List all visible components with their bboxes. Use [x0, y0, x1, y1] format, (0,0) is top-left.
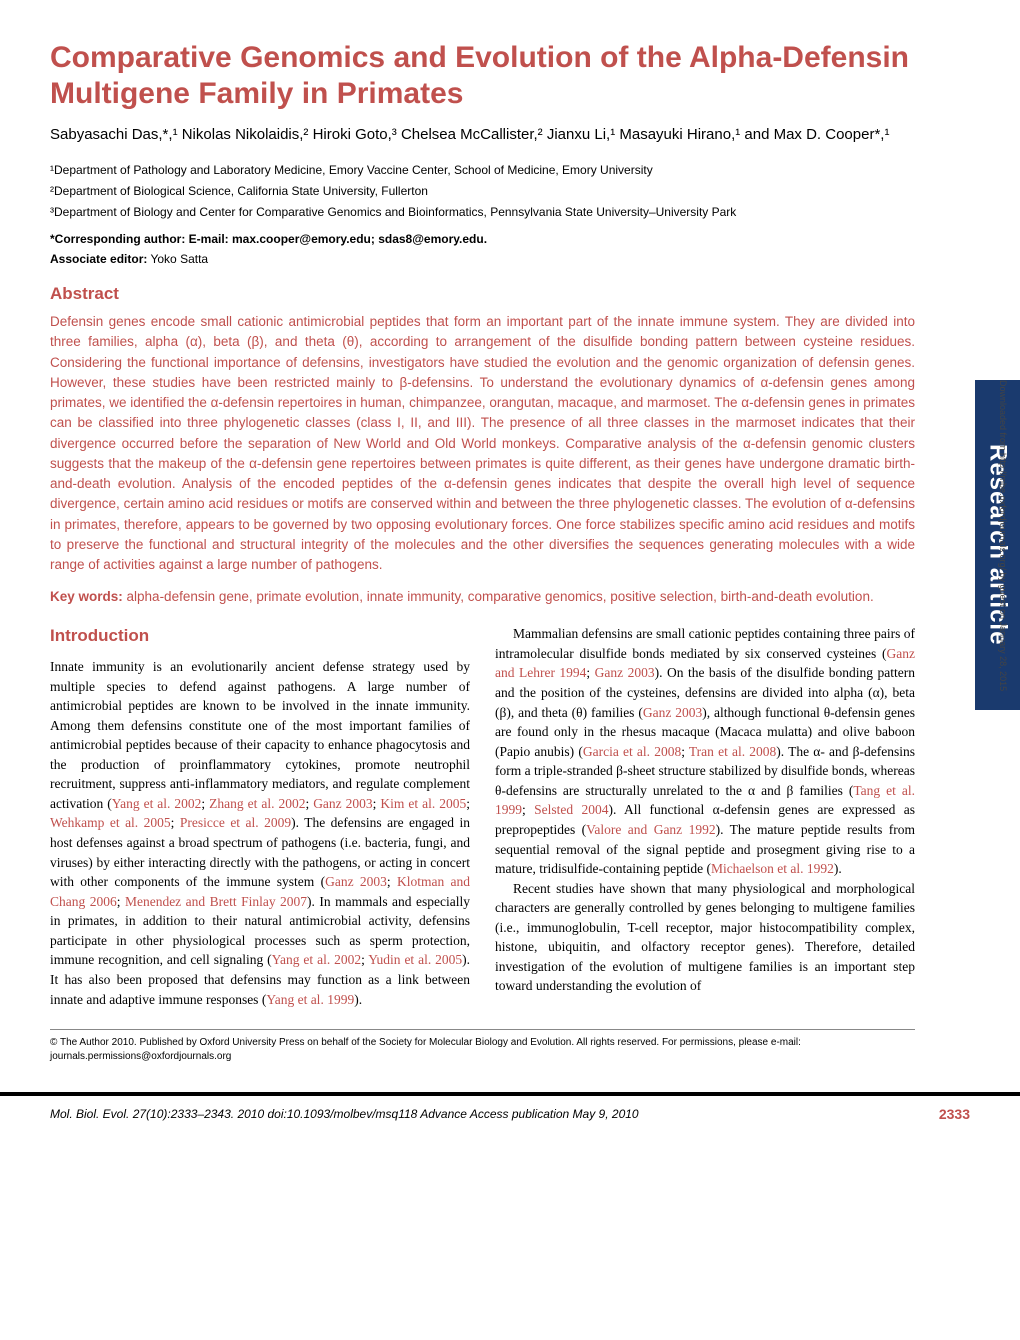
abstract-text: Defensin genes encode small cationic ant… — [50, 312, 915, 575]
text: ; — [586, 665, 594, 680]
article-title: Comparative Genomics and Evolution of th… — [50, 40, 970, 112]
corresponding-text: *Corresponding author: E-mail: max.coope… — [50, 232, 487, 246]
affiliations: ¹Department of Pathology and Laboratory … — [50, 161, 970, 223]
footer-citation: Mol. Biol. Evol. 27(10):2333–2343. 2010 … — [50, 1107, 639, 1121]
body-columns: Introduction Innate immunity is an evolu… — [50, 624, 970, 1009]
text: ; — [117, 894, 125, 909]
citation[interactable]: Yang et al. 2002 — [112, 796, 202, 811]
citation[interactable]: Selsted 2004 — [534, 802, 608, 817]
citation[interactable]: Yudin et al. 2005 — [368, 952, 462, 967]
keywords: Key words: alpha-defensin gene, primate … — [50, 589, 970, 604]
citation[interactable]: Michaelson et al. 1992 — [711, 861, 834, 876]
corresponding-author: *Corresponding author: E-mail: max.coope… — [50, 232, 970, 246]
page-content: Comparative Genomics and Evolution of th… — [0, 0, 1020, 1084]
affiliation-3: ³Department of Biology and Center for Co… — [50, 203, 970, 222]
text: ). — [354, 992, 362, 1007]
citation[interactable]: Kim et al. 2005 — [380, 796, 466, 811]
citation[interactable]: Zhang et al. 2002 — [209, 796, 305, 811]
download-notice: Downloaded from http://mbe.oxfordjournal… — [998, 380, 1008, 691]
left-column: Introduction Innate immunity is an evolu… — [50, 624, 470, 1009]
body-para-2: Recent studies have shown that many phys… — [495, 879, 915, 996]
text: ; — [387, 874, 397, 889]
citation[interactable]: Yang et al. 1999 — [266, 992, 354, 1007]
introduction-header: Introduction — [50, 624, 470, 649]
text: ; — [681, 744, 689, 759]
citation[interactable]: Ganz 2003 — [595, 665, 655, 680]
citation[interactable]: Ganz 2003 — [313, 796, 372, 811]
associate-editor: Associate editor: Yoko Satta — [50, 252, 970, 266]
page-number: 2333 — [939, 1106, 970, 1122]
text: ). — [834, 861, 842, 876]
text: Mammalian defensins are small cationic p… — [495, 626, 915, 661]
citation[interactable]: Garcia et al. 2008 — [583, 744, 681, 759]
assoc-editor-label: Associate editor: — [50, 252, 147, 266]
assoc-editor-name: Yoko Satta — [150, 252, 208, 266]
authors: Sabyasachi Das,*,¹ Nikolas Nikolaidis,² … — [50, 124, 970, 147]
affiliation-1: ¹Department of Pathology and Laboratory … — [50, 161, 970, 180]
text: Innate immunity is an evolutionarily anc… — [50, 659, 470, 811]
citation[interactable]: Presicce et al. 2009 — [180, 815, 291, 830]
citation[interactable]: Tran et al. 2008 — [689, 744, 776, 759]
text: ; — [201, 796, 209, 811]
abstract-section: Abstract Defensin genes encode small cat… — [50, 284, 970, 575]
intro-para-1: Innate immunity is an evolutionarily anc… — [50, 657, 470, 1009]
page-footer: Mol. Biol. Evol. 27(10):2333–2343. 2010 … — [0, 1092, 1020, 1140]
keywords-text: alpha-defensin gene, primate evolution, … — [123, 589, 874, 604]
text: ; — [522, 802, 534, 817]
citation[interactable]: Ganz 2003 — [325, 874, 387, 889]
citation[interactable]: Menendez and Brett Finlay 2007 — [125, 894, 307, 909]
text: ; — [171, 815, 180, 830]
text: ; — [466, 796, 470, 811]
copyright-note: © The Author 2010. Published by Oxford U… — [50, 1029, 915, 1064]
keywords-label: Key words: — [50, 589, 123, 604]
affiliation-2: ²Department of Biological Science, Calif… — [50, 182, 970, 201]
citation[interactable]: Wehkamp et al. 2005 — [50, 815, 171, 830]
citation[interactable]: Ganz 2003 — [643, 705, 702, 720]
citation[interactable]: Yang et al. 2002 — [272, 952, 361, 967]
abstract-header: Abstract — [50, 284, 915, 304]
body-para-1: Mammalian defensins are small cationic p… — [495, 624, 915, 878]
right-column: Mammalian defensins are small cationic p… — [495, 624, 915, 1009]
citation[interactable]: Valore and Ganz 1992 — [586, 822, 715, 837]
